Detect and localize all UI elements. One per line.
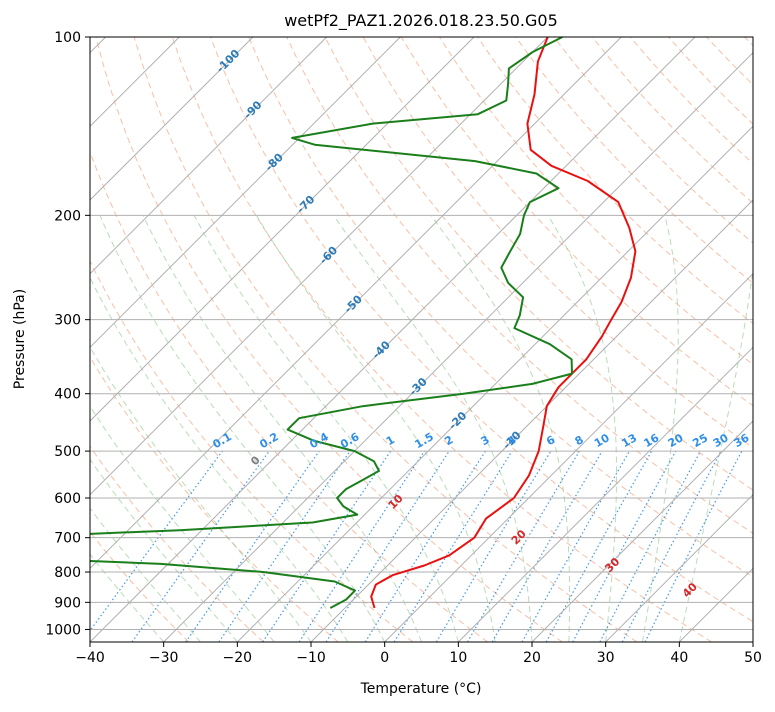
x-tick-label: 40: [670, 650, 688, 666]
dry-adiabat: [0, 37, 338, 642]
moist-adiabat: [0, 215, 237, 642]
dry-adiabat: [668, 37, 775, 642]
y-tick-label: 400: [54, 387, 81, 403]
moist-adiabat: [334, 215, 532, 642]
mixing-ratio-line: [326, 451, 449, 642]
mixing-ratio-line: [522, 451, 629, 642]
mixing-ratio-label: 13: [619, 431, 639, 450]
x-tick-label: 0: [380, 650, 389, 666]
y-tick-label: 800: [54, 565, 81, 581]
y-tick-label: 1000: [45, 622, 81, 638]
x-axis-label: Temperature (°C): [360, 681, 482, 697]
isotherm-gridline: [458, 37, 775, 642]
mixing-ratio-line: [82, 451, 223, 642]
temperature-profile: [371, 37, 635, 608]
moist-adiabat-label: 10: [386, 492, 406, 512]
mixing-ratio-line: [219, 451, 350, 642]
dry-adiabat: [0, 37, 264, 642]
mixing-ratio-label: 6: [544, 433, 557, 448]
mixing-ratio-label: 3: [479, 433, 492, 448]
isotherm-gridline: [0, 37, 474, 642]
isotherm-gridline: [679, 37, 775, 642]
isotherm-gridline: [311, 37, 775, 642]
dry-adiabat: [745, 37, 775, 642]
x-tick-label: −40: [75, 650, 105, 666]
mixing-ratio-label: 1.5: [413, 430, 436, 451]
x-tick-label: 50: [744, 650, 762, 666]
mixing-ratio-line: [573, 451, 676, 642]
x-tick-label: −30: [149, 650, 179, 666]
moist-adiabat: [0, 215, 164, 642]
mixing-ratio-label: 2: [442, 433, 455, 448]
y-tick-label: 600: [54, 491, 81, 507]
isotherm-gridline: [237, 37, 775, 642]
moist-adiabat: [194, 215, 458, 642]
isotherm-gridline: [0, 37, 400, 642]
dry-adiabat: [58, 37, 488, 642]
mixing-ratio-label: 0.2: [257, 430, 280, 451]
mixing-ratio-label: 30: [711, 431, 731, 450]
profiles: [0, 37, 635, 608]
isotherm-gridline: [90, 37, 695, 642]
y-axis-label: Pressure (hPa): [12, 289, 28, 389]
grid: [0, 37, 775, 642]
isotherm-gridline: [385, 37, 775, 642]
y-tick-label: 900: [54, 595, 81, 611]
moist-adiabat-label: 20: [509, 527, 529, 547]
dry-adiabat: [592, 37, 775, 642]
plot-frame: [90, 37, 753, 642]
mixing-ratio-label: 16: [641, 431, 661, 450]
mixing-ratio-line: [600, 451, 701, 642]
x-tick-label: −20: [223, 650, 253, 666]
x-tick-label: 10: [449, 650, 467, 666]
mixing-ratio-label: 36: [732, 431, 752, 450]
x-axis: −40 −30 −20 −10 0 10 20 30 40 50: [75, 642, 762, 666]
dry-adiabat: [134, 37, 637, 642]
dry-adiabat: [707, 37, 775, 642]
mixing-ratio-label: 25: [690, 431, 710, 450]
y-tick-label: 500: [54, 444, 81, 460]
mixing-ratio-line: [365, 451, 485, 642]
mixing-ratio-label: 20: [666, 431, 686, 450]
mixing-ratio-label: 8: [573, 433, 586, 448]
isotherm-gridline: [0, 37, 253, 642]
mixing-ratio-label: 0.1: [210, 430, 233, 451]
x-tick-label: 20: [523, 650, 541, 666]
x-tick-label: 30: [597, 650, 615, 666]
moist-adiabat: [256, 215, 495, 642]
x-tick-label: −10: [296, 650, 326, 666]
background-lines: [0, 37, 775, 642]
y-tick-label: 200: [54, 208, 81, 224]
y-axis: 100 200 300 400 500 600 700 800 900 1000: [45, 30, 90, 638]
mixing-ratio-line: [263, 451, 391, 642]
mixing-ratio-line: [468, 451, 580, 642]
isotherm-gridline: [0, 37, 327, 642]
y-tick-label: 300: [54, 313, 81, 329]
moist-adiabat-label: 0: [248, 453, 263, 468]
isotherm-gridline: [16, 37, 621, 642]
dewpoint-profile: [0, 37, 572, 608]
moist-adiabat: [0, 215, 201, 642]
isotherm-gridline: [753, 37, 775, 642]
y-tick-label: 100: [54, 30, 81, 46]
dry-adiabat: [0, 37, 189, 642]
mixing-ratio-label: 1: [384, 433, 397, 448]
mixing-ratio-label: 10: [592, 431, 612, 450]
y-tick-label: 700: [54, 531, 81, 547]
chart-title: wetPf2_PAZ1.2026.018.23.50.G05: [284, 11, 558, 31]
mixing-ratio-line: [436, 451, 551, 642]
dry-adiabat: [516, 37, 775, 642]
moist-adiabat-label: 40: [680, 580, 700, 600]
mixing-ratio-label: 0.4: [307, 430, 331, 451]
dry-adiabat: [554, 37, 775, 642]
